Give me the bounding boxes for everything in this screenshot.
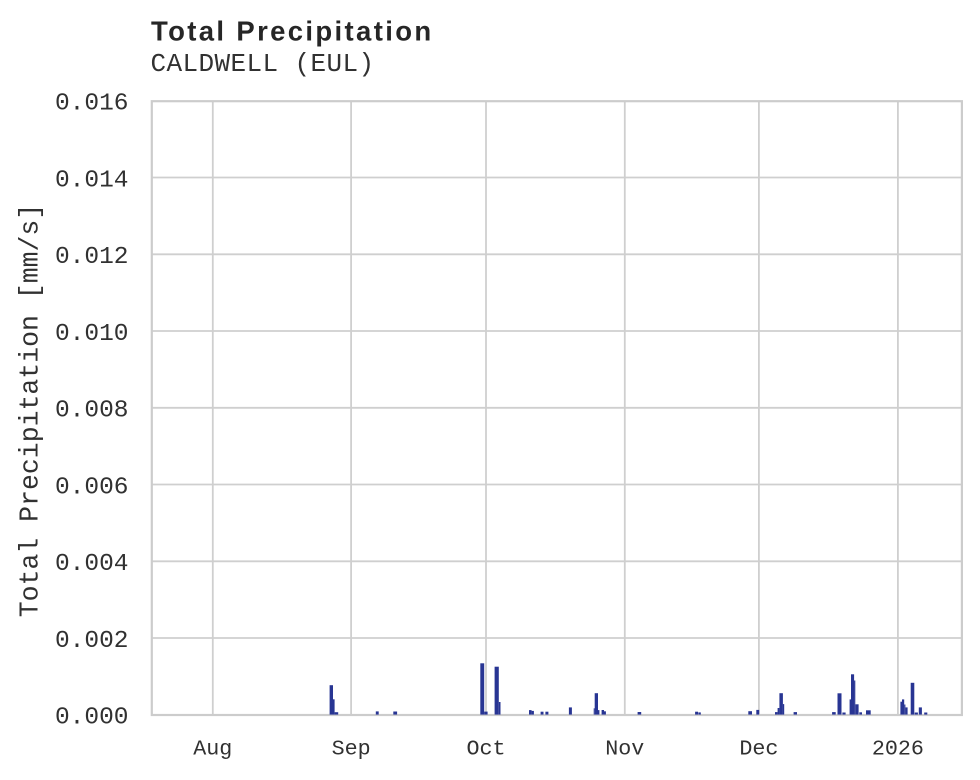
- svg-text:Total Precipitation [mm/s]: Total Precipitation [mm/s]: [16, 204, 46, 617]
- svg-text:Aug: Aug: [193, 737, 232, 762]
- svg-text:0.010: 0.010: [55, 321, 129, 348]
- svg-text:0.008: 0.008: [55, 398, 129, 425]
- svg-text:Dec: Dec: [739, 737, 778, 762]
- svg-text:Total Precipitation: Total Precipitation: [151, 16, 434, 47]
- svg-text:0.014: 0.014: [55, 167, 129, 194]
- svg-text:0.002: 0.002: [55, 628, 129, 655]
- svg-text:Nov: Nov: [605, 737, 644, 762]
- svg-text:0.006: 0.006: [55, 474, 129, 501]
- svg-text:CALDWELL (EUL): CALDWELL (EUL): [151, 49, 375, 79]
- svg-text:0.016: 0.016: [55, 91, 129, 118]
- svg-text:Oct: Oct: [466, 737, 505, 762]
- svg-text:2026: 2026: [872, 737, 924, 762]
- svg-text:0.004: 0.004: [55, 551, 129, 578]
- svg-text:Sep: Sep: [332, 737, 371, 762]
- svg-text:0.000: 0.000: [55, 705, 129, 732]
- svg-text:0.012: 0.012: [55, 244, 129, 271]
